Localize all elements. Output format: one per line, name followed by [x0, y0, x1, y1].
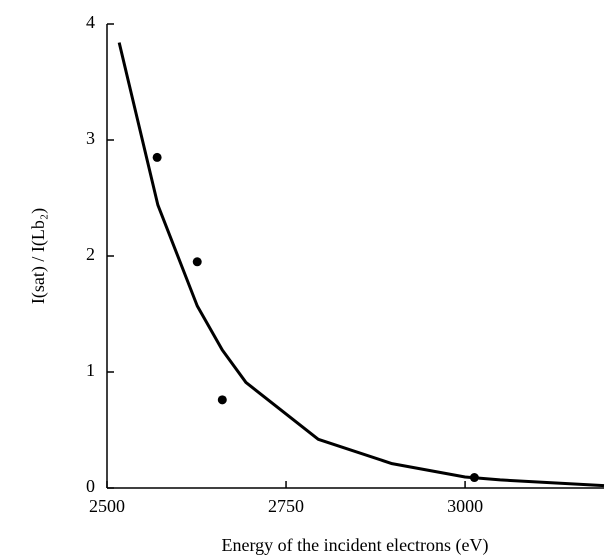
data-point: [192, 257, 202, 267]
y-axis-label: I(sat) / I(Lb₂): [28, 208, 49, 304]
y-tick-label: 4: [86, 12, 95, 32]
data-point: [469, 473, 479, 483]
y-tick-label: 3: [86, 128, 95, 148]
y-tick-label: 1: [86, 360, 95, 380]
x-tick-label: 2750: [268, 496, 304, 516]
data-point: [152, 152, 162, 162]
y-tick-label: 2: [86, 244, 95, 264]
x-tick-label: 3000: [447, 496, 483, 516]
x-tick-label: 2500: [89, 496, 125, 516]
y-tick-label: 0: [86, 476, 95, 496]
data-line: [117, 42, 605, 488]
data-point: [217, 395, 227, 405]
x-axis-label: Energy of the incident electrons (eV): [221, 535, 488, 556]
